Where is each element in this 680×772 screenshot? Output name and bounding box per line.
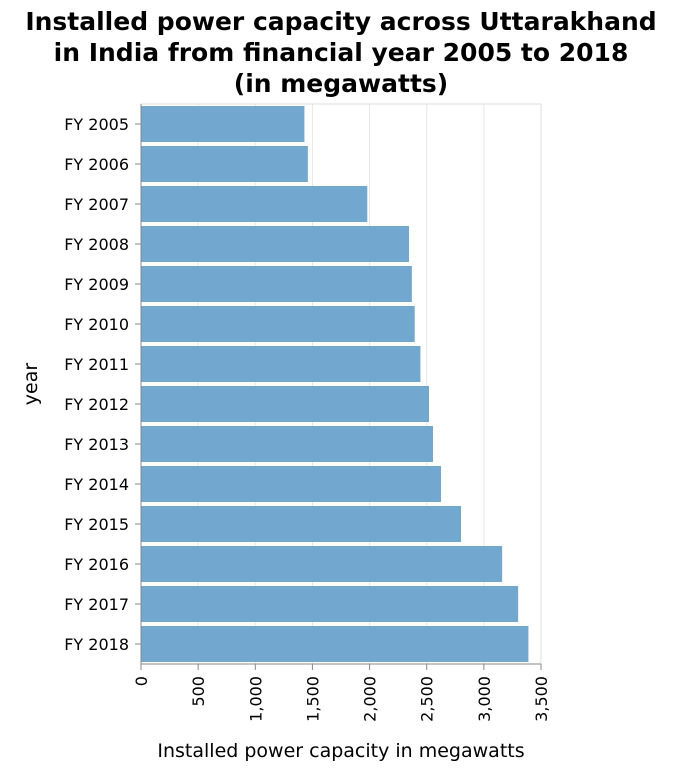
bar — [141, 186, 368, 222]
x-tick-label: 1,000 — [246, 676, 265, 722]
bars — [141, 106, 529, 662]
bar — [141, 266, 412, 302]
y-tick-label: FY 2015 — [64, 515, 129, 534]
y-axis: FY 2005 FY 2006 FY 2007 FY 2008 FY 2009 FY 20… — [64, 104, 142, 664]
bar — [141, 226, 409, 262]
chart-title-line-1: Installed power capacity across Uttarakh… — [25, 7, 656, 36]
bar — [141, 426, 433, 462]
x-tick-label: 3,500 — [532, 676, 551, 722]
x-tick-label: 1,500 — [303, 676, 322, 722]
bar — [141, 546, 503, 582]
bar — [141, 346, 421, 382]
y-tick-label: FY 2017 — [64, 595, 129, 614]
chart-title-line-2: in India from financial year 2005 to 201… — [54, 38, 629, 67]
y-tick-label: FY 2007 — [64, 195, 129, 214]
y-tick-label: FY 2008 — [64, 235, 129, 254]
x-tick-label: 3,000 — [475, 676, 494, 722]
x-tick-label: 0 — [132, 676, 151, 686]
y-tick-label: FY 2005 — [64, 115, 129, 134]
bar — [141, 146, 308, 182]
chart-title-line-3: (in megawatts) — [234, 69, 448, 98]
x-tick-label: 2,500 — [418, 676, 437, 722]
bar — [141, 106, 305, 142]
x-axis: 0 500 1,000 1,500 2,000 2,500 3,000 3,500 — [132, 663, 551, 722]
y-tick-label: FY 2006 — [64, 155, 129, 174]
y-tick-label: FY 2016 — [64, 555, 129, 574]
bar — [141, 306, 415, 342]
y-tick-label: FY 2018 — [64, 635, 129, 654]
y-tick-label: FY 2012 — [64, 395, 129, 414]
chart-title: Installed power capacity across Uttarakh… — [25, 7, 656, 98]
bar — [141, 626, 529, 662]
x-tick-label: 500 — [189, 676, 208, 707]
y-tick-label: FY 2010 — [64, 315, 129, 334]
x-tick-label: 2,000 — [361, 676, 380, 722]
y-axis-title: year — [20, 363, 42, 406]
bar — [141, 466, 441, 502]
y-tick-label: FY 2011 — [64, 355, 129, 374]
y-tick-label: FY 2013 — [64, 435, 129, 454]
y-tick-label: FY 2009 — [64, 275, 129, 294]
bar — [141, 586, 519, 622]
x-axis-title: Installed power capacity in megawatts — [157, 740, 524, 762]
bar — [141, 506, 461, 542]
bar — [141, 386, 429, 422]
y-tick-label: FY 2014 — [64, 475, 129, 494]
